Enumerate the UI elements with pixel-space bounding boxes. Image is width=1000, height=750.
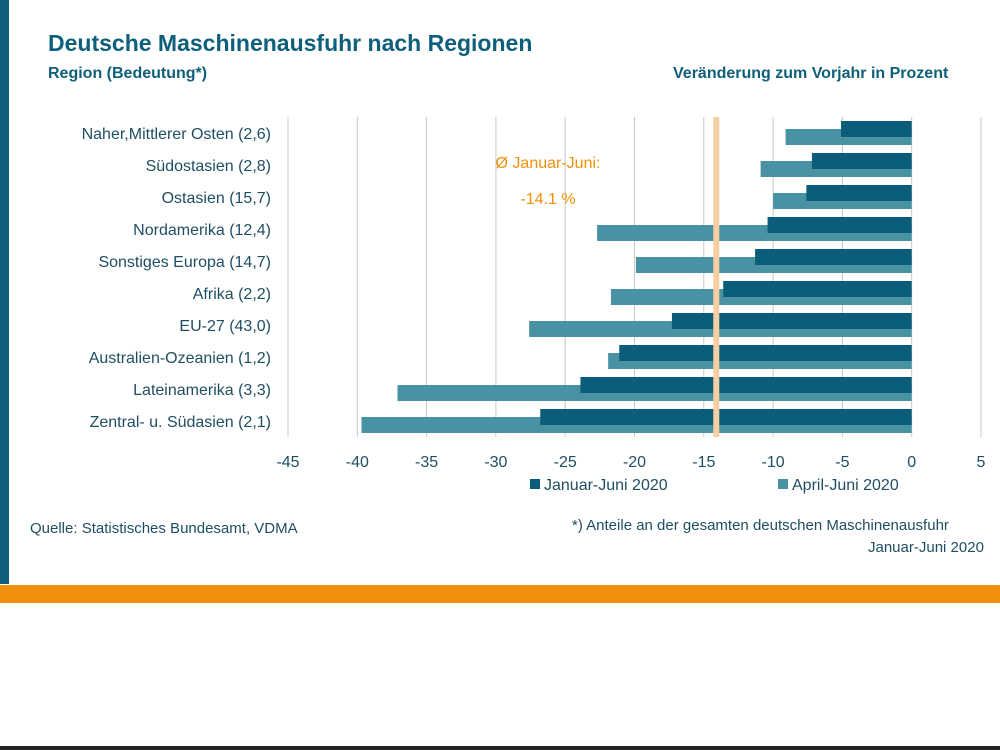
bar-januar-juni [580, 377, 912, 393]
x-tick-label: -30 [484, 454, 507, 471]
bar-januar-juni [811, 153, 912, 169]
x-tick-label: -20 [623, 454, 646, 471]
average-label: Ø Januar-Juni: [496, 155, 601, 172]
footnote-line2: Januar-Juni 2020 [868, 539, 984, 556]
category-label: Sonstiges Europa (14,7) [98, 254, 271, 271]
category-label: Nordamerika (12,4) [133, 222, 271, 239]
legend-swatch-januar-juni [530, 479, 540, 489]
category-label: EU-27 (43,0) [179, 318, 271, 335]
bar-januar-juni [671, 313, 912, 329]
x-tick-label: -10 [762, 454, 785, 471]
source-note: Quelle: Statistisches Bundesamt, VDMA [30, 520, 298, 537]
x-tick-label: -45 [276, 454, 299, 471]
footnote-line1: *) Anteile an der gesamten deutschen Mas… [572, 517, 949, 534]
average-value: -14.1 % [520, 191, 575, 208]
bar-januar-juni [806, 185, 912, 201]
bar-januar-juni [755, 249, 912, 265]
bar-januar-juni [540, 409, 912, 425]
x-tick-label: -25 [554, 454, 577, 471]
category-label: Naher,Mittlerer Osten (2,6) [82, 126, 271, 143]
bar-januar-juni [619, 345, 912, 361]
left-accent-bar [0, 0, 9, 584]
category-label: Lateinamerika (3,3) [133, 382, 271, 399]
bar-januar-juni [767, 217, 912, 233]
bottom-border [0, 746, 1000, 750]
chart-title: Deutsche Maschinenausfuhr nach Regionen [48, 30, 533, 56]
category-label: Australien-Ozeanien (1,2) [89, 350, 271, 367]
category-label: Ostasien (15,7) [162, 190, 271, 207]
category-label: Zentral- u. Südasien (2,1) [90, 414, 271, 431]
x-tick-label: -35 [415, 454, 438, 471]
average-line [713, 117, 720, 437]
bar-januar-juni [841, 121, 912, 137]
category-label: Südostasien (2,8) [146, 158, 271, 175]
x-tick-label: 5 [977, 454, 986, 471]
x-tick-label: 0 [907, 454, 916, 471]
legend-swatch-april-juni [778, 479, 788, 489]
orange-footer-band [0, 585, 1000, 603]
x-tick-label: -15 [692, 454, 715, 471]
x-tick-label: -5 [835, 454, 849, 471]
category-label: Afrika (2,2) [193, 286, 271, 303]
legend-label-april-juni: April-Juni 2020 [792, 477, 899, 494]
region-subtitle: Region (Bedeutung*) [48, 65, 208, 82]
bar-januar-juni [723, 281, 912, 297]
bar-chart: Naher,Mittlerer Osten (2,6) Südostasien (… [82, 117, 986, 494]
x-tick-label: -40 [346, 454, 369, 471]
change-subtitle: Veränderung zum Vorjahr in Prozent [673, 65, 949, 82]
legend-label-januar-juni: Januar-Juni 2020 [544, 477, 668, 494]
